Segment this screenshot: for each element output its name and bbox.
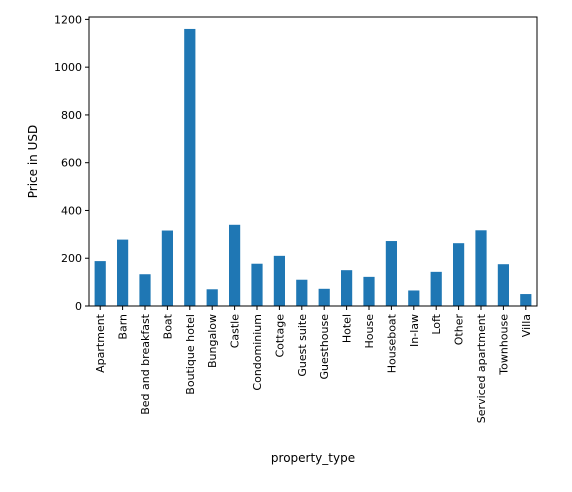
x-tick-label: House — [363, 314, 376, 349]
y-tick-label: 800 — [61, 109, 82, 122]
bar-bungalow — [206, 289, 218, 306]
plot-frame — [88, 16, 538, 307]
x-tick-label: Condominium — [251, 314, 264, 391]
bar-condominium — [251, 263, 263, 306]
bar-villa — [520, 294, 532, 306]
y-tick-label: 200 — [61, 252, 82, 265]
x-axis-ticks: Apartment Barn Bed and breakfast Boat Boutiq… — [94, 306, 533, 423]
y-tick-label: 1200 — [54, 13, 82, 26]
y-tick-label: 600 — [61, 157, 82, 170]
x-tick-label: Bed and breakfast — [139, 313, 152, 414]
x-tick-label: Guesthouse — [318, 314, 331, 380]
bar-loft — [430, 271, 442, 306]
y-tick-label: 400 — [61, 204, 82, 217]
bar-apartment — [94, 261, 106, 306]
x-tick-label: Hotel — [341, 314, 354, 343]
bar-cottage — [273, 255, 285, 306]
bar-house — [363, 276, 375, 306]
x-tick-label: Guest suite — [296, 314, 309, 377]
x-tick-label: Apartment — [94, 313, 107, 373]
bar-barn — [117, 239, 129, 306]
x-tick-label: Serviced apartment — [475, 313, 488, 423]
bar-houseboat — [385, 241, 397, 306]
x-tick-label: Cottage — [273, 314, 286, 358]
bar-serviced-apartment — [475, 230, 487, 306]
bar-in-law — [408, 290, 420, 306]
x-tick-label: Loft — [430, 313, 443, 334]
bar-boat — [161, 230, 173, 306]
x-tick-label: Boat — [161, 313, 174, 339]
bar-boutique-hotel — [184, 28, 196, 307]
x-tick-label: In-law — [408, 314, 421, 347]
x-tick-label: Barn — [117, 314, 130, 340]
x-tick-label: Villa — [520, 314, 533, 337]
bar-townhouse — [497, 264, 509, 306]
bar-guesthouse — [318, 288, 330, 306]
bars-group — [94, 28, 532, 307]
y-axis-label: Price in USD — [26, 125, 40, 198]
x-tick-label: Houseboat — [385, 313, 398, 373]
x-tick-label: Bungalow — [206, 314, 219, 368]
x-tick-label: Other — [453, 314, 466, 346]
bar-bed-and-breakfast — [139, 274, 151, 306]
y-tick-label: 0 — [75, 300, 82, 313]
bar-hotel — [341, 270, 353, 306]
x-tick-label: Townhouse — [497, 314, 510, 376]
x-axis-label: property_type — [271, 451, 355, 465]
y-axis-ticks: 0 200 400 600 800 1000 1200 — [54, 13, 89, 313]
bar-guest-suite — [296, 279, 308, 306]
bar-castle — [229, 224, 241, 306]
x-tick-label: Boutique hotel — [184, 314, 197, 395]
x-tick-label: Castle — [229, 314, 242, 349]
y-tick-label: 1000 — [54, 61, 82, 74]
bar-other — [453, 243, 465, 306]
